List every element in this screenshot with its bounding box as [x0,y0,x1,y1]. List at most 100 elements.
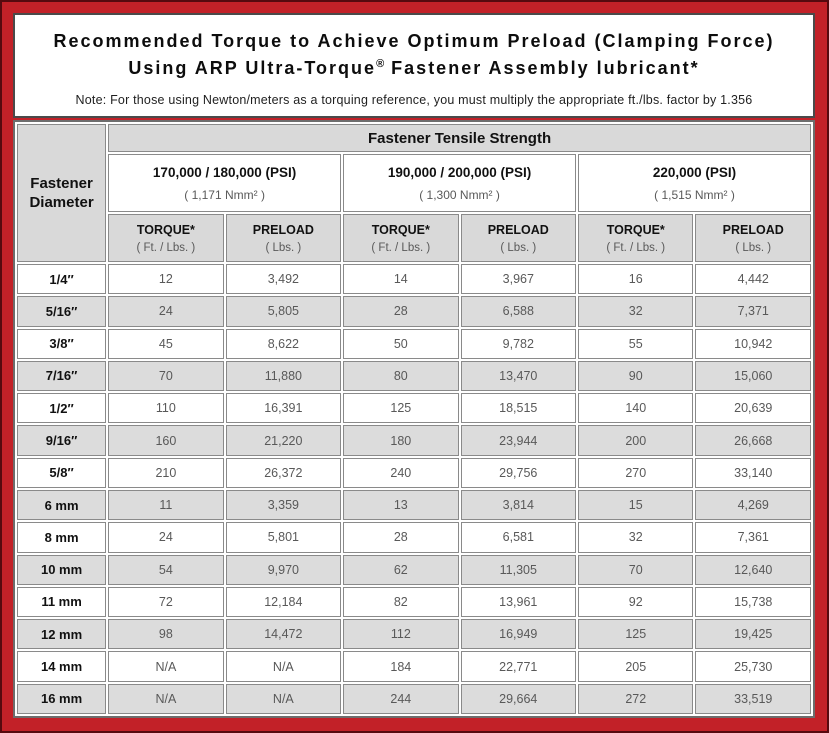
preload-value-cell: 4,442 [695,264,811,295]
torque-table: Fastener Diameter Fastener Tensile Stren… [13,120,815,718]
table-row: 9/16″ 160 21,220 180 23,944 200 26,668 [17,425,811,456]
preload-unit-label: ( Lbs. ) [500,241,537,254]
preload-value-cell: 16,949 [460,619,577,650]
preload-value-cell: 10,942 [695,328,811,359]
nmm-label-1: ( 1,171 Nmm² ) [184,187,265,202]
torque-value-cell: 28 [343,522,459,553]
preload-value-cell: 15,738 [695,586,811,618]
fastener-diameter-cell: 1/2″ [17,393,107,424]
fastener-diameter-cell: 14 mm [17,651,107,682]
torque-value-cell: 272 [578,683,694,714]
torque-value-cell: 240 [343,457,459,488]
torque-value-cell: 92 [578,586,694,618]
table-row: 8 mm 24 5,801 28 6,581 32 7,361 [17,522,811,553]
torque-value-cell: 80 [343,360,459,392]
torque-value-cell: 125 [578,619,694,650]
table-row: 11 mm 72 12,184 82 13,961 92 15,738 [17,586,811,618]
preload-value-cell: N/A [225,651,342,682]
psi-label-2: 190,000 / 200,000 (PSI) [387,164,532,180]
note-text: Note: For those using Newton/meters as a… [75,93,753,107]
nmm-label-2: ( 1,300 Nmm² ) [419,187,500,202]
fastener-diameter-cell: 10 mm [17,554,107,585]
preload-value-cell: 33,519 [695,683,811,714]
torque-unit-label: ( Ft. / Lbs. ) [371,241,431,254]
table-row: 7/16″ 70 11,880 80 13,470 90 15,060 [17,360,811,392]
torque-value-cell: 244 [343,683,459,714]
preload-value-cell: 23,944 [460,425,577,456]
preload-value-cell: 25,730 [695,651,811,682]
fastener-diameter-header-line-1: Fastener [30,174,93,192]
torque-label: TORQUE* [136,222,195,237]
tensile-strength-header: Fastener Tensile Strength [108,124,811,152]
preload-value-cell: 11,880 [225,360,342,392]
fastener-diameter-cell: 16 mm [17,683,107,714]
fastener-diameter-cell: 11 mm [17,586,107,618]
torque-value-cell: 45 [108,328,224,359]
preload-value-cell: 9,970 [225,554,342,585]
torque-value-cell: 72 [108,586,224,618]
torque-label: TORQUE* [371,222,430,237]
torque-value-cell: 125 [343,393,459,424]
torque-value-cell: N/A [108,651,224,682]
preload-column-header-1: PRELOAD ( Lbs. ) [225,214,342,262]
fastener-diameter-header-line-2: Diameter [29,194,94,211]
preload-value-cell: 3,967 [460,264,577,295]
table-row: 1/2″ 110 16,391 125 18,515 140 20,639 [17,393,811,424]
page-title-line-1: Recommended Torque to Achieve Optimum Pr… [53,31,775,51]
torque-column-header-1: TORQUE* ( Ft. / Lbs. ) [108,214,224,262]
torque-value-cell: 28 [343,296,459,327]
fastener-diameter-cell: 7/16″ [17,360,107,392]
fastener-diameter-cell: 5/8″ [17,457,107,488]
torque-value-cell: 15 [578,489,694,521]
strength-group-header-3: 220,000 (PSI) ( 1,515 Nmm² ) [578,154,811,212]
preload-value-cell: 13,470 [460,360,577,392]
preload-value-cell: 22,771 [460,651,577,682]
preload-value-cell: 19,425 [695,619,811,650]
torque-column-header-2: TORQUE* ( Ft. / Lbs. ) [343,214,459,262]
torque-value-cell: 14 [343,264,459,295]
preload-value-cell: 11,305 [460,554,577,585]
preload-label: PRELOAD [252,222,314,237]
fastener-diameter-cell: 5/16″ [17,296,107,327]
fastener-diameter-cell: 8 mm [17,522,107,553]
fastener-diameter-cell: 6 mm [17,489,107,521]
torque-value-cell: 210 [108,457,224,488]
torque-label: TORQUE* [606,222,665,237]
torque-unit-label: ( Ft. / Lbs. ) [136,241,196,254]
torque-value-cell: 112 [343,619,459,650]
preload-label: PRELOAD [487,222,549,237]
torque-column-header-3: TORQUE* ( Ft. / Lbs. ) [578,214,694,262]
preload-value-cell: 12,184 [225,586,342,618]
torque-value-cell: 11 [108,489,224,521]
torque-value-cell: 70 [578,554,694,585]
torque-unit-label: ( Ft. / Lbs. ) [606,241,666,254]
column-header-row: TORQUE* ( Ft. / Lbs. ) PRELOAD ( Lbs. ) … [17,214,811,262]
page-title-line-2: Using ARP Ultra-Torque® Fastener Assembl… [21,55,807,82]
preload-value-cell: 21,220 [225,425,342,456]
psi-label-1: 170,000 / 180,000 (PSI) [152,164,297,180]
table-body: 1/4″ 12 3,492 14 3,967 16 4,442 5/16″ 24 5,805 28 6… [17,264,811,714]
strength-group-row: 170,000 / 180,000 (PSI) ( 1,171 Nmm² ) 1… [17,154,811,212]
preload-column-header-3: PRELOAD ( Lbs. ) [695,214,811,262]
preload-value-cell: 13,961 [460,586,577,618]
preload-value-cell: 14,472 [225,619,342,650]
preload-value-cell: 26,372 [225,457,342,488]
preload-value-cell: 5,805 [225,296,342,327]
torque-value-cell: 270 [578,457,694,488]
tensile-strength-row: Fastener Diameter Fastener Tensile Stren… [17,124,811,262]
strength-group-header-2: 190,000 / 200,000 (PSI) ( 1,300 Nmm² ) [343,154,577,212]
strength-group-header-1: 170,000 / 180,000 (PSI) ( 1,171 Nmm² ) [108,154,342,212]
preload-column-header-2: PRELOAD ( Lbs. ) [460,214,577,262]
table-row: 16 mm N/A N/A 244 29,664 272 33,519 [17,683,811,714]
preload-value-cell: 16,391 [225,393,342,424]
fastener-diameter-cell: 12 mm [17,619,107,650]
torque-value-cell: 70 [108,360,224,392]
preload-value-cell: 29,664 [460,683,577,714]
torque-value-cell: 82 [343,586,459,618]
torque-value-cell: 24 [108,522,224,553]
table-row: 5/16″ 24 5,805 28 6,588 32 7,371 [17,296,811,327]
table-row: 10 mm 54 9,970 62 11,305 70 12,640 [17,554,811,585]
torque-value-cell: 32 [578,522,694,553]
torque-value-cell: 12 [108,264,224,295]
preload-value-cell: 7,371 [695,296,811,327]
